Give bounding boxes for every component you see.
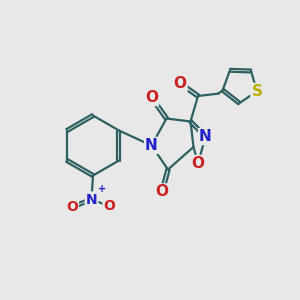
Text: N: N <box>145 138 158 153</box>
Text: O: O <box>66 200 78 214</box>
Text: S: S <box>251 84 262 99</box>
Text: O: O <box>155 184 169 200</box>
Text: O: O <box>173 76 187 91</box>
Text: O: O <box>103 199 116 213</box>
Text: O: O <box>145 90 158 105</box>
Text: O: O <box>191 156 205 171</box>
Text: N: N <box>86 193 97 206</box>
Text: +: + <box>98 184 106 194</box>
Text: N: N <box>199 129 212 144</box>
